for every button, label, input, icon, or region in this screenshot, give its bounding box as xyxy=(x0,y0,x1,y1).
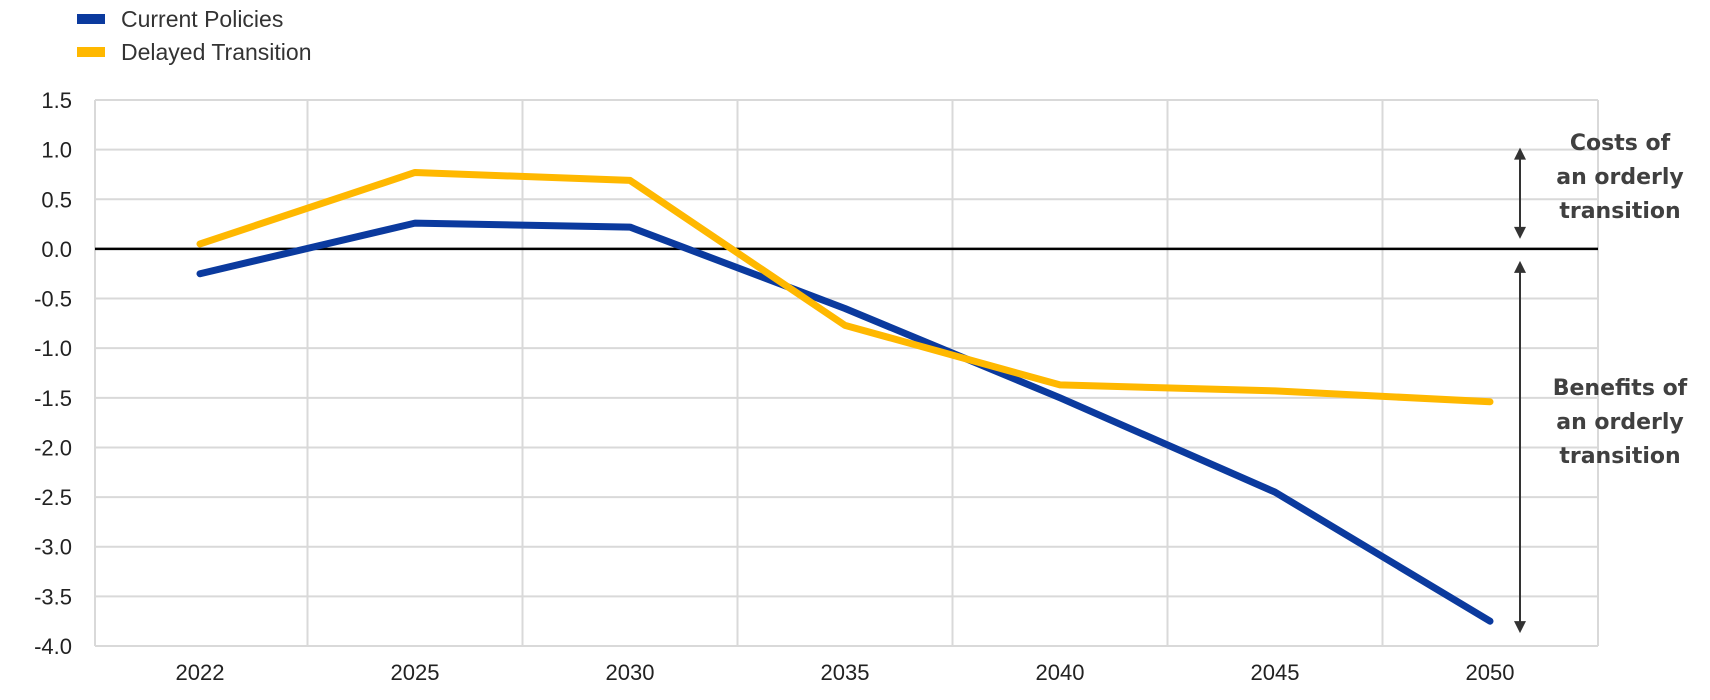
y-axis-tick-labels: 1.5 1.0 0.5 0.0 -0.5 -1.0 -1.5 -2.0 -2.5 -3.0 -3.5… xyxy=(34,88,72,659)
data-point xyxy=(199,243,201,245)
data-point xyxy=(1489,401,1491,403)
y-tick-label: 1.0 xyxy=(41,138,72,163)
y-tick-label: -1.0 xyxy=(34,336,72,361)
x-tick-label: 2022 xyxy=(176,660,225,685)
costs-annotation-line: transition xyxy=(1559,199,1680,224)
costs-annotation-line: Costs of xyxy=(1570,131,1671,156)
y-tick-label: -3.5 xyxy=(34,584,72,609)
costs-arrow xyxy=(1514,147,1526,239)
data-point xyxy=(1059,397,1061,399)
annotations: Costs of an orderly transition Benefits of a… xyxy=(1514,131,1688,634)
y-tick-label: -2.0 xyxy=(34,435,72,460)
data-point xyxy=(414,171,416,173)
legend-label: Delayed Transition xyxy=(121,39,312,65)
data-point xyxy=(1274,491,1276,493)
y-tick-label: -1.5 xyxy=(34,386,72,411)
x-axis-tick-labels: 2022 2025 2030 2035 2040 2045 2050 xyxy=(176,660,1515,685)
y-tick-label: -3.0 xyxy=(34,535,72,560)
x-tick-label: 2035 xyxy=(821,660,870,685)
gridlines xyxy=(94,99,1599,647)
benefits-arrow xyxy=(1514,260,1526,634)
benefits-annotation-line: an orderly xyxy=(1556,410,1684,435)
data-point xyxy=(844,324,846,326)
y-tick-label: -2.5 xyxy=(34,485,72,510)
costs-annotation-line: an orderly xyxy=(1556,165,1684,190)
data-point xyxy=(199,273,201,275)
series-lines xyxy=(196,168,1494,625)
x-tick-label: 2045 xyxy=(1251,660,1300,685)
legend-swatch xyxy=(77,14,105,24)
data-point xyxy=(414,222,416,224)
benefits-annotation-line: transition xyxy=(1559,444,1680,469)
y-tick-label: 0.0 xyxy=(41,237,72,262)
x-tick-label: 2030 xyxy=(606,660,655,685)
y-tick-label: 0.5 xyxy=(41,187,72,212)
data-point xyxy=(844,307,846,309)
y-tick-label: -0.5 xyxy=(34,287,72,312)
x-tick-label: 2040 xyxy=(1036,660,1085,685)
data-point xyxy=(1274,390,1276,392)
data-point xyxy=(629,179,631,181)
legend-swatch xyxy=(77,47,105,57)
benefits-annotation-line: Benefits of xyxy=(1553,376,1688,401)
y-tick-label: -4.0 xyxy=(34,634,72,659)
y-tick-label: 1.5 xyxy=(41,88,72,113)
x-tick-label: 2025 xyxy=(391,660,440,685)
data-point xyxy=(1059,384,1061,386)
legend: Current Policies Delayed Transition xyxy=(77,6,312,65)
data-point xyxy=(629,226,631,228)
data-point xyxy=(1489,620,1491,622)
legend-label: Current Policies xyxy=(121,6,283,32)
x-tick-label: 2050 xyxy=(1466,660,1515,685)
